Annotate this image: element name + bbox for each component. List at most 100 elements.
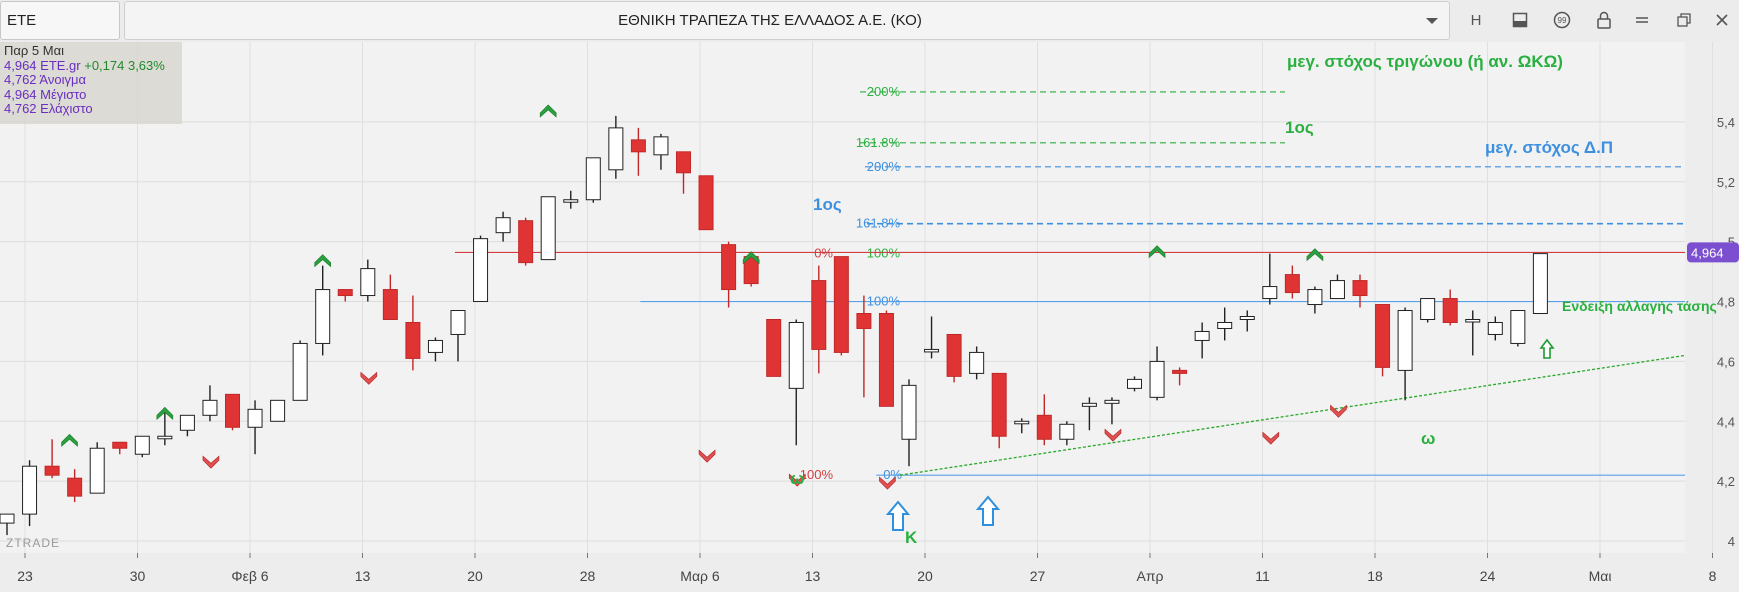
fib-level-label: 100% — [800, 467, 834, 482]
candle-body — [1532, 253, 1548, 315]
candle-body — [44, 465, 60, 476]
time-axis — [0, 553, 1685, 592]
fractal-down-marker — [1330, 404, 1347, 418]
candle-body — [924, 348, 940, 353]
candle-body — [878, 313, 894, 407]
candle-body — [1510, 310, 1526, 344]
candle-body — [1036, 414, 1052, 440]
x-tick-label: 27 — [1030, 568, 1046, 584]
fractal-up-marker — [742, 251, 760, 265]
restore-icon[interactable] — [1668, 4, 1700, 36]
fractal-up-marker — [61, 433, 78, 447]
symbol-input[interactable] — [0, 1, 120, 40]
candle-body — [833, 256, 849, 353]
candle-body — [1284, 274, 1300, 294]
candle-body — [405, 321, 421, 359]
panel-icon[interactable] — [1504, 4, 1536, 36]
fib-level-label: 100% — [867, 246, 901, 261]
candle-body — [89, 447, 105, 494]
candlestick-chart[interactable]: 4 4,2 4,4 4,6 4,8 5 5,2 5,4 23 30 Φεβ 6 13 20 28 Μαρ 6… — [0, 42, 1739, 592]
fractal-up-marker — [539, 104, 557, 118]
fractal-down-marker — [698, 449, 716, 463]
candle-body — [1329, 280, 1345, 300]
fractal-up-marker — [314, 254, 331, 268]
info-change: +0,174 3,63% — [84, 57, 165, 73]
up-arrow-icon — [885, 500, 911, 531]
x-tick-label: 30 — [130, 568, 146, 584]
h-button[interactable]: H — [1470, 11, 1482, 29]
current-price-label: 4,964 — [1691, 245, 1724, 260]
candle-body — [585, 157, 601, 201]
fractal-up-marker — [1306, 248, 1324, 262]
chart-annotation: 1ος — [1285, 118, 1314, 137]
fractal-down-marker — [1104, 428, 1122, 442]
minimize-icon[interactable] — [1626, 4, 1658, 36]
x-tick-label: 23 — [17, 568, 33, 584]
instrument-title-box[interactable]: ΕΘΝΙΚΗ ΤΡΑΠΕΖΑ ΤΗΣ ΕΛΛΑΔΟΣ Α.Ε. (ΚΟ) — [124, 1, 1450, 40]
trend-change-arrow-icon — [1539, 338, 1555, 359]
chart-annotation: Ενδειξη αλλαγής τάσης — [1562, 298, 1717, 314]
candle-body — [540, 196, 556, 261]
candle-body — [495, 217, 511, 234]
candle-body — [1239, 316, 1255, 320]
candle-body — [1104, 399, 1120, 404]
candle-body — [1262, 286, 1278, 300]
info-last-row: 4,964 ETE.gr +0,174 3,63% — [4, 57, 178, 74]
y-tick-label: 4 — [1728, 534, 1735, 549]
up-arrow-icon — [975, 495, 1001, 526]
watermark-text: ZTRADE — [6, 536, 60, 550]
candle-body — [1014, 420, 1030, 425]
candle-body — [270, 399, 286, 422]
candle-body — [788, 321, 804, 389]
candle-body — [315, 289, 331, 344]
candle-body — [1442, 298, 1458, 323]
chevron-down-icon[interactable] — [1415, 2, 1449, 39]
chart-annotation: μεγ. στόχος Δ.Π — [1485, 138, 1613, 157]
candle-body — [811, 280, 827, 350]
candle-body — [134, 435, 150, 455]
candle-body — [247, 408, 263, 428]
x-tick-label: 20 — [467, 568, 483, 584]
candle-body — [225, 393, 240, 428]
candle-body — [202, 399, 218, 416]
candle-body — [1127, 378, 1142, 389]
y-tick-label: 4,6 — [1717, 354, 1735, 369]
y-tick-label: 5 — [1728, 235, 1735, 250]
fib-level-label: 161.8% — [856, 216, 901, 231]
candle-body — [1487, 321, 1503, 335]
candle-body — [1352, 280, 1368, 297]
current-price-tag — [1687, 242, 1739, 263]
chat-icon[interactable]: 99 — [1546, 4, 1578, 36]
candle-body — [0, 513, 15, 524]
x-tick-label: 13 — [355, 568, 371, 584]
x-tick-label: 20 — [917, 568, 933, 584]
x-tick-label: 13 — [805, 568, 821, 584]
lock-icon[interactable] — [1588, 4, 1620, 36]
x-tick-label: Φεβ 6 — [231, 568, 268, 584]
fib-level-label: 200% — [867, 84, 901, 99]
x-tick-label: 8 — [1709, 568, 1717, 584]
candle-body — [676, 151, 691, 174]
fractal-down-marker — [788, 473, 806, 487]
candle-body — [1307, 289, 1323, 306]
fib-level-label: 200% — [867, 159, 901, 174]
chart-annotation: 1ος — [813, 195, 842, 214]
candle-body — [608, 127, 624, 171]
candle-body — [630, 139, 646, 153]
info-open: 4,762 Άνοιγμα — [4, 72, 86, 88]
candle-body — [856, 313, 872, 329]
chart-annotation: ω — [1421, 429, 1435, 448]
x-tick-label: Μαρ 6 — [680, 568, 720, 584]
close-icon[interactable] — [1706, 4, 1738, 36]
info-high: 4,964 Μέγιστο — [4, 86, 87, 102]
candle-body — [1217, 321, 1233, 329]
candle-body — [112, 441, 128, 449]
candle-body — [1149, 360, 1165, 398]
candle-body — [901, 384, 917, 440]
chart-annotation: Κ — [905, 528, 918, 547]
candle-body — [1081, 402, 1097, 407]
candle-body — [563, 199, 579, 203]
candle-body — [67, 477, 83, 497]
candle-body — [22, 465, 38, 515]
fib-level-label: 0% — [814, 246, 833, 261]
